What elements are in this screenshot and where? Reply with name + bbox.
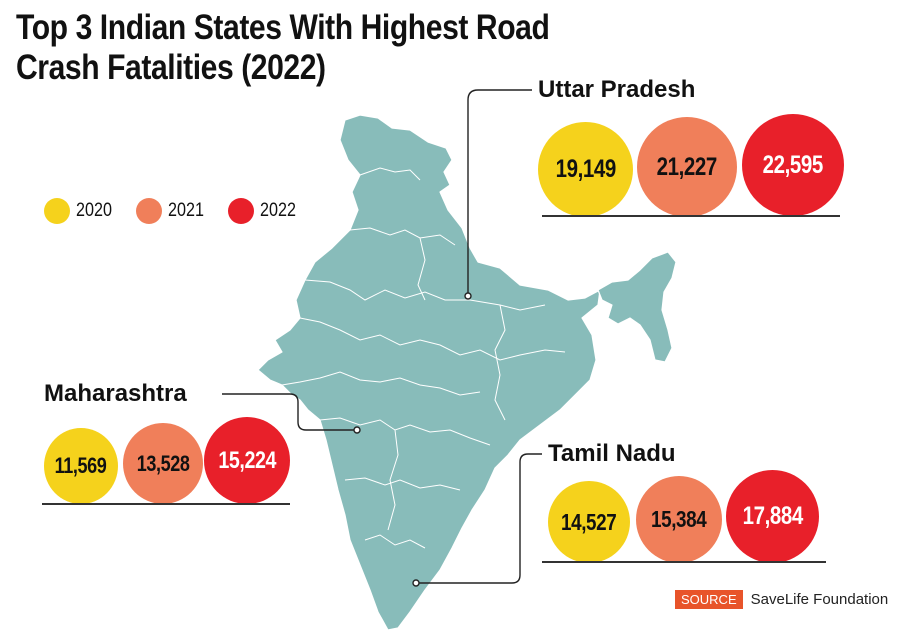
state-name: Uttar Pradesh [538, 76, 696, 103]
callout-lines [222, 89, 542, 584]
bubble-2021: 15,384 [636, 476, 722, 563]
source-credit: SOURCE SaveLife Foundation [675, 590, 888, 609]
state-name: Tamil Nadu [548, 440, 676, 467]
bubble-value: 15,384 [651, 506, 707, 532]
india-northeast [597, 251, 677, 363]
source-text: SaveLife Foundation [750, 591, 889, 608]
legend-label: 2020 [76, 200, 112, 221]
legend-label: 2022 [260, 200, 296, 221]
dot-up [464, 292, 472, 300]
india-mainland [257, 114, 601, 631]
bubble-value: 11,569 [55, 453, 107, 478]
legend-item-2020: 2020 [44, 198, 122, 224]
bubble-value: 17,884 [742, 502, 803, 530]
legend-dot-2021 [136, 198, 162, 224]
dot-mh [353, 426, 361, 434]
bubble-2020: 19,149 [538, 122, 633, 217]
legend-dot-2022 [228, 198, 254, 224]
bubble-2020: 14,527 [548, 481, 630, 563]
bubble-value: 22,595 [762, 150, 824, 179]
baseline [542, 215, 840, 217]
bubble-2022: 17,884 [726, 470, 819, 563]
dot-tn [412, 579, 420, 587]
baseline [542, 561, 826, 563]
bubble-2020: 11,569 [44, 428, 118, 504]
source-tag: SOURCE [675, 590, 743, 609]
legend-item-2021: 2021 [136, 198, 214, 224]
bubble-2022: 22,595 [742, 114, 844, 216]
legend-item-2022: 2022 [228, 198, 306, 224]
map-shape [257, 114, 677, 631]
bubble-value: 21,227 [656, 152, 718, 181]
callout-line-up [467, 89, 532, 296]
baseline [42, 503, 290, 505]
state-borders [281, 167, 566, 549]
legend-dot-2020 [44, 198, 70, 224]
bubble-2021: 21,227 [637, 117, 737, 217]
legend-label: 2021 [168, 200, 204, 221]
chart-title: Top 3 Indian States With Highest Road Cra… [16, 8, 550, 88]
bubble-value: 13,528 [136, 450, 190, 476]
legend: 2020 2021 2022 [44, 198, 306, 224]
bubble-value: 14,527 [561, 508, 617, 535]
bubble-value: 15,224 [218, 446, 276, 474]
bubble-2022: 15,224 [204, 417, 290, 504]
bubble-value: 19,149 [555, 155, 616, 183]
callout-line-tn [418, 453, 542, 584]
bubble-2021: 13,528 [123, 423, 203, 504]
callout-line-mh [222, 393, 355, 431]
title-line-2: Crash Fatalities (2022) [16, 48, 326, 87]
state-name: Maharashtra [44, 380, 187, 407]
callout-dots [353, 292, 472, 587]
title-line-1: Top 3 Indian States With Highest Road [16, 8, 550, 47]
